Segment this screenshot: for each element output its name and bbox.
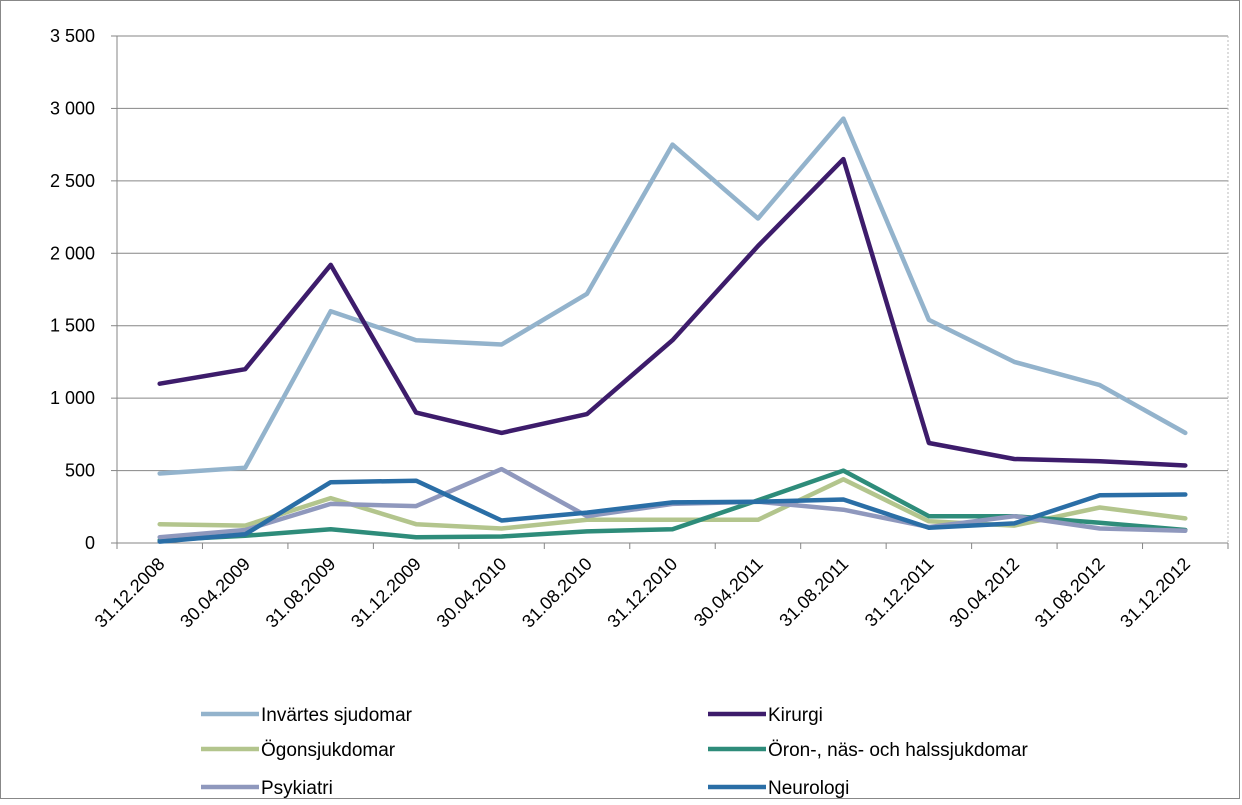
axes	[111, 35, 1229, 549]
series-line	[157, 478, 1188, 544]
legend-label: Ögonsjukdomar	[261, 740, 396, 761]
legend: Invärtes sjudomar Kirurgi Ögonsjukdomar Öro…	[201, 705, 1028, 799]
x-tick-label: 31.12.2008	[91, 554, 169, 632]
x-tick-label: 30.04.2009	[176, 554, 254, 632]
legend-label: Invärtes sjudomar	[261, 705, 413, 726]
series-line	[157, 156, 1188, 468]
x-tick-label: 31.12.2010	[603, 554, 681, 632]
x-tick-label: 31.08.2009	[262, 554, 340, 632]
x-tick-label: 31.12.2011	[861, 554, 938, 631]
x-tick-label: 30.04.2012	[945, 554, 1023, 632]
legend-label: Psykiatri	[261, 778, 333, 799]
x-tick-label: 31.12.2012	[1116, 554, 1194, 632]
gridlines	[117, 35, 1228, 472]
y-tick-labels: 0 500 1 000 1 500 2 000 2 500 3 000 3 500	[50, 26, 95, 553]
legend-label: Kirurgi	[768, 705, 823, 726]
legend-label: Neurologi	[768, 778, 849, 799]
x-tick-label: 30.04.2010	[433, 554, 511, 632]
x-tick-labels: 31.12.2008 30.04.2009 31.08.2009 31.12.2009…	[91, 554, 1194, 632]
x-tick-label: 31.08.2011	[775, 554, 852, 631]
legend-label: Öron-, näs- och halssjukdomar	[768, 740, 1028, 761]
x-tick-label: 30.04.2011	[690, 554, 767, 631]
x-tick-label: 31.08.2012	[1031, 554, 1109, 632]
y-tick-label: 500	[65, 461, 95, 481]
y-tick-label: 1 000	[50, 388, 95, 408]
y-tick-label: 1 500	[50, 316, 95, 336]
y-tick-label: 3 000	[50, 98, 95, 118]
y-tick-label: 2 500	[50, 171, 95, 191]
series-lines	[157, 116, 1188, 544]
y-tick-label: 2 000	[50, 243, 95, 263]
x-tick-label: 31.12.2009	[347, 554, 425, 632]
x-tick-label: 31.08.2010	[518, 554, 596, 632]
y-tick-label: 3 500	[50, 26, 95, 46]
y-tick-label: 0	[85, 533, 95, 553]
series-line	[157, 116, 1188, 476]
